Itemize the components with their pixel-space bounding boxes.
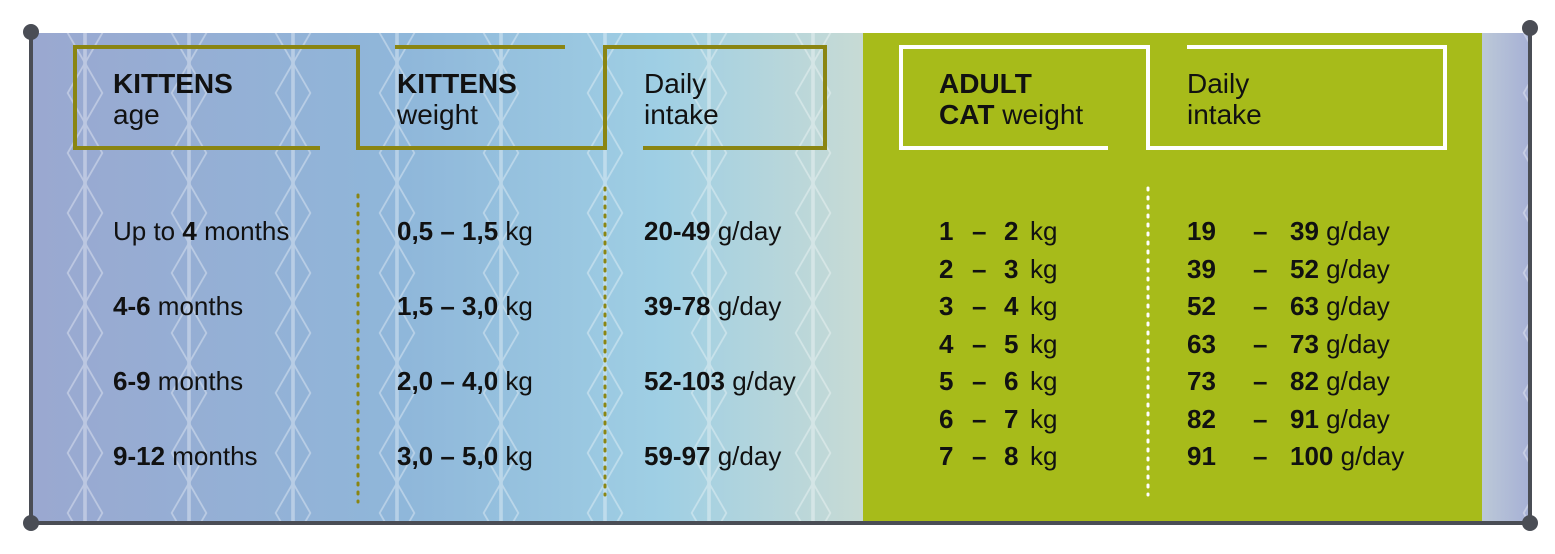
adult-weight-from: 4 — [939, 328, 954, 359]
kitten-intake: 52-103 g/day — [644, 366, 796, 396]
adult-weight-unit: kg — [1030, 291, 1058, 321]
adult-weight-from: 1 — [939, 216, 954, 246]
kitten-intake: 20-49 g/day — [644, 216, 782, 246]
kitten-age: 6-9 months — [113, 366, 244, 396]
header-adult-weight: ADULT CAT weight — [939, 68, 1084, 130]
adult-intake-to: 52 g/day — [1290, 253, 1390, 284]
header-adult-intake: Daily intake — [1187, 68, 1262, 130]
adult-intake-dash: – — [1253, 291, 1268, 321]
kitten-intake: 39-78 g/day — [644, 291, 782, 321]
adult-weight-to: 5 — [1004, 328, 1019, 359]
adult-weight-from: 2 — [939, 253, 954, 284]
adult-intake-to: 39 g/day — [1290, 216, 1390, 246]
adult-weight-to: 6 — [1004, 366, 1019, 396]
kitten-weight: 3,0 – 5,0 kg — [397, 441, 533, 471]
adult-intake-dash: – — [1253, 328, 1268, 359]
adult-weight-to: 7 — [1004, 403, 1019, 434]
adult-weight-to: 2 — [1004, 216, 1019, 246]
kitten-age: 4-6 months — [113, 291, 244, 321]
adult-weight-from: 6 — [939, 403, 954, 434]
adult-weight-to: 8 — [1004, 441, 1019, 471]
kitten-weight: 1,5 – 3,0 kg — [397, 291, 533, 321]
adult-weight-to: 3 — [1004, 253, 1019, 284]
adult-weight-dash: – — [972, 291, 987, 321]
adult-intake-dash: – — [1253, 441, 1268, 471]
frame-corner-dot — [23, 24, 39, 40]
adult-weight-to: 4 — [1004, 291, 1019, 321]
adult-intake-dash: – — [1253, 366, 1268, 396]
adult-weight-unit: kg — [1030, 216, 1058, 246]
adult-intake-dash: – — [1253, 253, 1268, 284]
adult-weight-unit: kg — [1030, 253, 1058, 284]
adult-intake-from: 39 — [1187, 253, 1216, 284]
adult-intake-from: 63 — [1187, 328, 1216, 359]
adult-weight-unit: kg — [1030, 366, 1058, 396]
adult-intake-to: 82 g/day — [1290, 366, 1390, 396]
kitten-age: 9-12 months — [113, 441, 258, 471]
adult-weight-unit: kg — [1030, 328, 1058, 359]
header-kittens-weight: KITTENS weight — [397, 68, 517, 130]
adult-weight-dash: – — [972, 441, 987, 471]
adult-weight-dash: – — [972, 216, 987, 246]
frame-corner-dot — [23, 515, 39, 531]
header-kittens-intake: Daily intake — [644, 68, 719, 130]
adult-intake-dash: – — [1253, 403, 1268, 434]
adult-weight-dash: – — [972, 328, 987, 359]
adult-weight-dash: – — [972, 403, 987, 434]
adult-intake-from: 19 — [1187, 216, 1216, 246]
adult-intake-to: 63 g/day — [1290, 291, 1390, 321]
adult-intake-to: 73 g/day — [1290, 328, 1390, 359]
kitten-age: Up to 4 months — [113, 216, 290, 246]
adult-weight-from: 7 — [939, 441, 954, 471]
adult-weight-unit: kg — [1030, 441, 1058, 471]
adult-weight-dash: – — [972, 253, 987, 284]
kitten-weight: 2,0 – 4,0 kg — [397, 366, 533, 396]
frame-corner-dot — [1522, 515, 1538, 531]
adult-intake-to: 100 g/day — [1290, 441, 1405, 471]
adult-weight-dash: – — [972, 366, 987, 396]
adult-intake-from: 82 — [1187, 403, 1216, 434]
adult-intake-dash: – — [1253, 216, 1268, 246]
frame-corner-dot — [1522, 20, 1538, 36]
adult-weight-from: 5 — [939, 366, 954, 396]
adult-intake-from: 52 — [1187, 291, 1216, 321]
header-kittens-age: KITTENS age — [113, 68, 233, 130]
adult-weight-unit: kg — [1030, 403, 1058, 434]
adult-panel — [863, 33, 1482, 523]
kitten-intake: 59-97 g/day — [644, 441, 782, 471]
adult-intake-to: 91 g/day — [1290, 403, 1390, 434]
adult-weight-from: 3 — [939, 291, 954, 321]
adult-intake-from: 73 — [1187, 366, 1216, 396]
kitten-weight: 0,5 – 1,5 kg — [397, 216, 533, 246]
adult-intake-from: 91 — [1187, 441, 1216, 471]
